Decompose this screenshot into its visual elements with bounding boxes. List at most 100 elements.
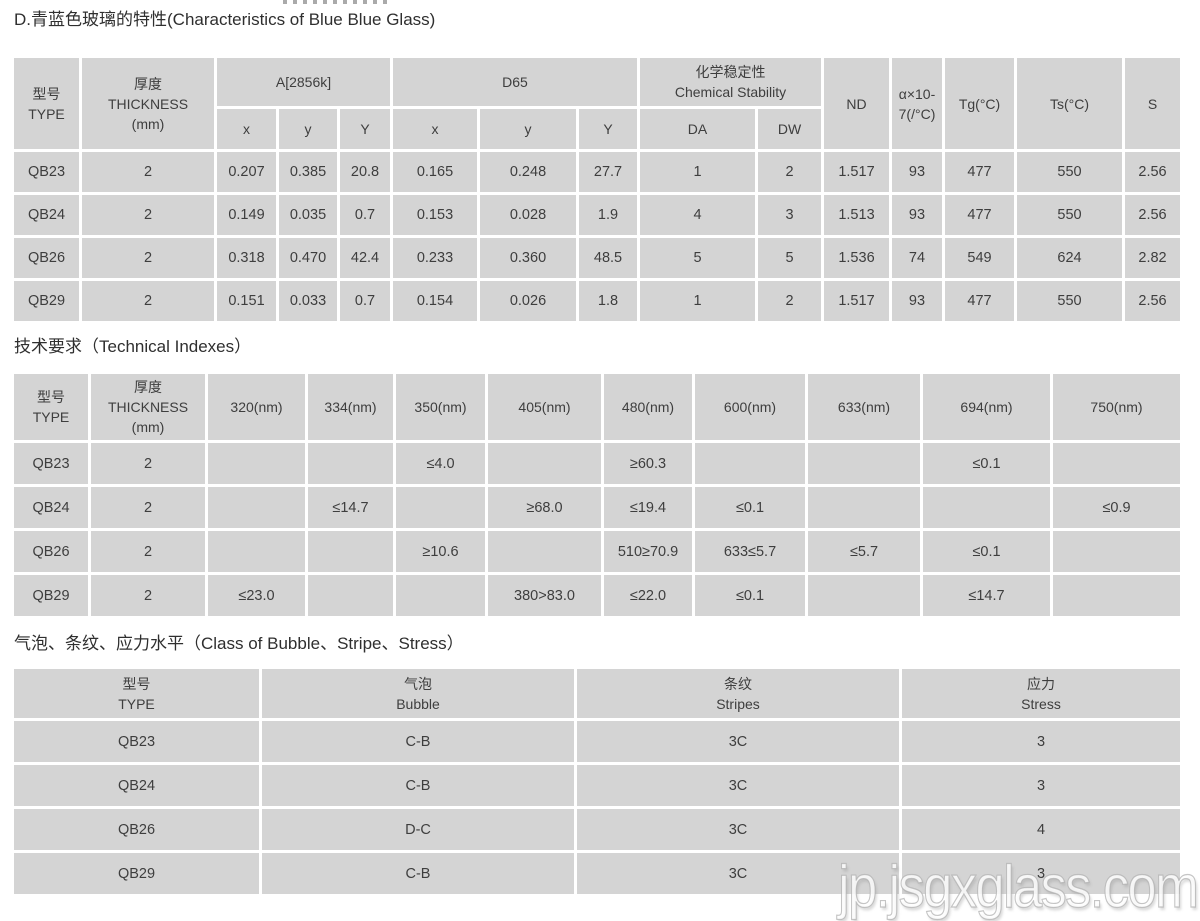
header-chem-en: Chemical Stability: [674, 84, 787, 100]
table-cell: 3: [758, 195, 821, 235]
header-cell-stripes: 条纹 Stripes: [577, 669, 899, 718]
table-cell: [208, 487, 305, 528]
table-cell: 550: [1017, 195, 1122, 235]
header-stripes-zh: 条纹: [724, 675, 752, 692]
table-cell: 27.7: [579, 152, 637, 192]
table-row: QB24 2 ≤14.7 ≥68.0 ≤19.4 ≤0.1 ≤0.9: [14, 487, 1180, 528]
table-cell: [488, 531, 601, 572]
header-cell-350nm: 350(nm): [396, 374, 485, 440]
header-type-zh: 型号: [32, 85, 61, 102]
table-cell: [808, 443, 920, 484]
table-cell: [396, 575, 485, 616]
characteristics-table: 型号 TYPE 厚度 THICKNESS (mm) A[2856k] D65 化…: [11, 55, 1183, 324]
table-cell: 0.207: [217, 152, 276, 192]
row-type-cell: QB26: [14, 531, 88, 572]
table-cell: [808, 575, 920, 616]
table-row: QB24 2 0.149 0.035 0.7 0.153 0.028 1.9 4…: [14, 195, 1180, 235]
table-cell: 1.513: [824, 195, 889, 235]
row-type-cell: QB29: [14, 575, 88, 616]
table-cell: 0.151: [217, 281, 276, 321]
table-cell: 0.248: [480, 152, 576, 192]
table-cell: 3C: [577, 721, 899, 762]
header-cell-type: 型号 TYPE: [14, 58, 79, 149]
table-cell: 20.8: [340, 152, 390, 192]
table-cell: D-C: [262, 809, 574, 850]
header-bubble-en: Bubble: [396, 695, 440, 712]
table-cell: 0.153: [393, 195, 477, 235]
table-cell: 74: [892, 238, 942, 278]
table-cell: 2: [758, 152, 821, 192]
table-cell: ≥60.3: [604, 443, 692, 484]
header-stripes-en: Stripes: [716, 695, 760, 712]
table-cell: [208, 443, 305, 484]
table-cell: [308, 443, 393, 484]
table-cell: [208, 531, 305, 572]
table-cell: ≥68.0: [488, 487, 601, 528]
table-cell: [1053, 575, 1180, 616]
table-cell: 477: [945, 152, 1014, 192]
table-cell: [695, 443, 805, 484]
table-cell: 477: [945, 281, 1014, 321]
header-cell-type: 型号 TYPE: [14, 374, 88, 440]
table-row: QB24 C-B 3C 3: [14, 765, 1180, 806]
table-cell: 1.517: [824, 281, 889, 321]
header-cell-thickness: 厚度 THICKNESS (mm): [82, 58, 214, 149]
header-cell-stress: 应力 Stress: [902, 669, 1180, 718]
table-row: QB26 2 ≥10.6 510≥70.9 633≤5.7 ≤5.7 ≤0.1: [14, 531, 1180, 572]
table-cell: ≤0.9: [1053, 487, 1180, 528]
header-cell-d65-y: y: [480, 109, 576, 149]
row-type-cell: QB23: [14, 152, 79, 192]
header-alpha-line1: α×10-: [898, 85, 936, 102]
table-cell: ≤19.4: [604, 487, 692, 528]
table-cell: 2: [91, 531, 205, 572]
table-row: 型号 TYPE 厚度 THICKNESS (mm) 320(nm) 334(nm…: [14, 374, 1180, 440]
table-cell: ≤22.0: [604, 575, 692, 616]
table-cell: 0.154: [393, 281, 477, 321]
bubble-stripe-stress-table: 型号 TYPE 气泡 Bubble 条纹 Stripes 应力 Stress Q…: [11, 666, 1183, 897]
table-cell: ≤0.1: [923, 531, 1050, 572]
header-cell-600nm: 600(nm): [695, 374, 805, 440]
table-row: QB23 2 0.207 0.385 20.8 0.165 0.248 27.7…: [14, 152, 1180, 192]
header-cell-480nm: 480(nm): [604, 374, 692, 440]
table-cell: 3: [902, 721, 1180, 762]
header-thickness-zh: 厚度: [134, 379, 162, 395]
header-cell-a-x: x: [217, 109, 276, 149]
table-cell: 2.82: [1125, 238, 1180, 278]
table-cell: 2: [82, 281, 214, 321]
table-cell: 0.470: [279, 238, 337, 278]
watermark-text: jp.jsgxglass.com: [837, 852, 1199, 920]
table-cell: ≤0.1: [695, 487, 805, 528]
table-cell: ≤5.7: [808, 531, 920, 572]
table-row: QB26 D-C 3C 4: [14, 809, 1180, 850]
table-row: x y Y x y Y DA DW: [14, 109, 1180, 149]
header-type-en: TYPE: [28, 105, 65, 122]
table-cell: 2: [91, 575, 205, 616]
table-cell: 0.7: [340, 195, 390, 235]
row-type-cell: QB23: [14, 721, 259, 762]
header-cell-thickness: 厚度 THICKNESS (mm): [91, 374, 205, 440]
table-cell: ≥10.6: [396, 531, 485, 572]
table-row: QB23 2 ≤4.0 ≥60.3 ≤0.1: [14, 443, 1180, 484]
table-cell: ≤14.7: [923, 575, 1050, 616]
table-cell: 5: [640, 238, 755, 278]
header-cell-dw: DW: [758, 109, 821, 149]
header-alpha-line2: 7(/°C): [898, 105, 936, 122]
table-cell: [308, 575, 393, 616]
header-cell-ts: Ts(°C): [1017, 58, 1122, 149]
header-cell-a-y: y: [279, 109, 337, 149]
row-type-cell: QB26: [14, 809, 259, 850]
table-cell: 550: [1017, 281, 1122, 321]
row-type-cell: QB24: [14, 487, 88, 528]
table-cell: [396, 487, 485, 528]
header-cell-tg: Tg(°C): [945, 58, 1014, 149]
table-cell: 0.318: [217, 238, 276, 278]
table-cell: ≤4.0: [396, 443, 485, 484]
header-thickness-en: THICKNESS: [107, 95, 189, 112]
table-cell: ≤23.0: [208, 575, 305, 616]
section-title-characteristics: D.青蓝色玻璃的特性(Characteristics of Blue Blue …: [14, 10, 436, 29]
row-type-cell: QB24: [14, 765, 259, 806]
table-cell: 42.4: [340, 238, 390, 278]
table-cell: 0.385: [279, 152, 337, 192]
header-chem-zh: 化学稳定性: [695, 64, 766, 80]
table-cell: 0.028: [480, 195, 576, 235]
